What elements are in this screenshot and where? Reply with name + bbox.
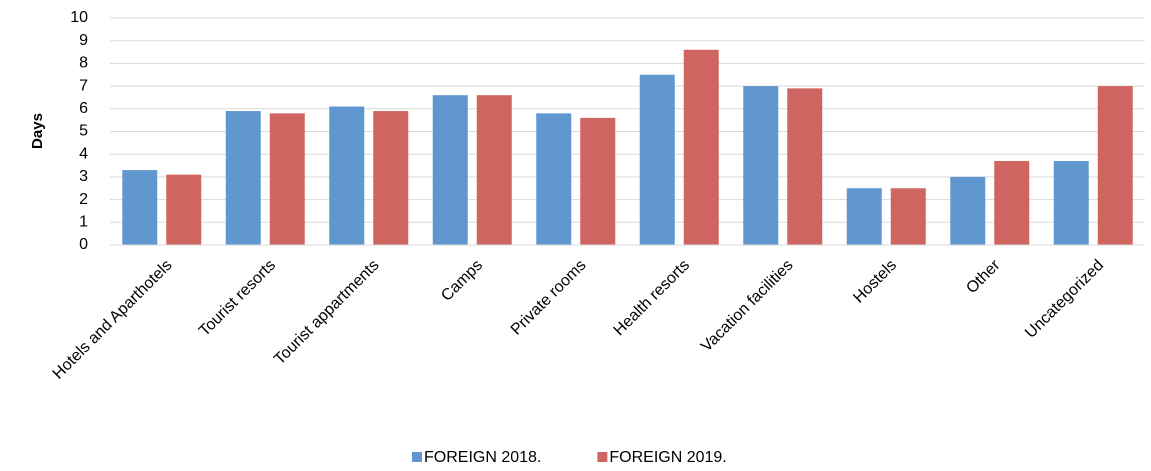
y-tick-label: 7 (79, 77, 88, 94)
x-tick-label: Uncategorized (1022, 257, 1107, 342)
y-tick-label: 0 (79, 236, 88, 253)
bar (743, 86, 779, 245)
bar (432, 95, 468, 246)
bar (639, 74, 675, 245)
y-tick-label: 9 (79, 32, 88, 49)
x-tick-label: Tourist resorts (196, 257, 279, 340)
x-tick-label: Tourist appartments (271, 257, 382, 368)
y-tick-label: 10 (70, 9, 88, 26)
bar (890, 188, 926, 245)
bar (476, 95, 512, 246)
x-tick-label: Hotels and Aparthotels (50, 257, 176, 383)
x-tick-label: Vacation facilities (698, 257, 797, 356)
x-tick-label: Hostels (850, 257, 900, 307)
x-tick-label: Other (963, 256, 1004, 297)
y-tick-label: 1 (79, 214, 88, 231)
bar (994, 161, 1030, 245)
bar (787, 88, 823, 246)
bar (166, 174, 202, 245)
y-tick-label: 4 (79, 145, 88, 162)
bar (536, 113, 572, 245)
y-tick-label: 2 (79, 191, 88, 208)
bar (1053, 161, 1089, 245)
bar (1097, 86, 1133, 245)
bar (683, 49, 719, 245)
y-tick-label: 8 (79, 55, 88, 72)
bar (225, 111, 261, 245)
bar (122, 170, 158, 245)
bar (373, 111, 409, 245)
legend-label: FOREIGN 2018. (424, 449, 541, 466)
bar (269, 113, 305, 245)
legend-swatch (597, 452, 608, 462)
bar (950, 176, 986, 245)
bar (580, 117, 616, 245)
bar (846, 188, 882, 245)
y-tick-label: 3 (79, 168, 88, 185)
x-tick-label: Health resorts (611, 257, 693, 339)
x-tick-label: Private rooms (508, 257, 590, 339)
y-axis-label: Days (29, 113, 46, 149)
x-tick-label: Camps (438, 257, 486, 305)
y-tick-label: 6 (79, 100, 88, 117)
bar (329, 106, 365, 245)
legend-swatch (412, 452, 422, 462)
legend-label: FOREIGN 2019. (609, 449, 726, 466)
y-tick-label: 5 (79, 123, 88, 140)
